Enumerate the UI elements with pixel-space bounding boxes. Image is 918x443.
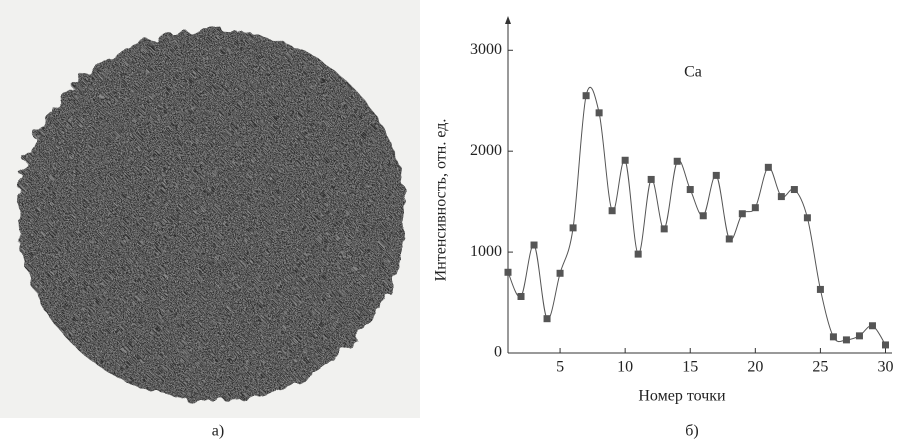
panel-label: а) [212,423,224,440]
point [634,250,642,258]
y-tick-label: 1000 [470,243,502,260]
point [582,92,590,100]
point [764,163,772,171]
point [738,210,746,218]
point [504,268,512,276]
y-tick-label: 2000 [470,142,502,159]
point [751,204,759,212]
x-tick-label: 5 [556,359,564,376]
point [842,336,850,344]
point [608,207,616,215]
x-axis-label: Номер точки [638,388,726,405]
point [686,186,694,194]
point [595,109,603,117]
x-tick-label: 20 [747,359,763,376]
point [569,224,577,232]
point [829,333,837,341]
point [855,332,863,340]
x-tick-label: 10 [617,359,633,376]
point [647,175,655,183]
point [725,235,733,243]
axis-arrow [505,16,511,24]
x-tick-label: 15 [682,359,698,376]
point [530,241,538,249]
point [816,285,824,293]
point [790,186,798,194]
point [517,292,525,300]
photo-sample [18,29,406,401]
point [621,156,629,164]
point [881,341,889,349]
point [712,171,720,179]
y-axis-label: Интенсивность, отн. ед. [433,119,450,282]
point [777,193,785,201]
y-tick-label: 3000 [470,41,502,58]
point [543,315,551,323]
point [868,322,876,330]
annotation: Ca [684,64,702,81]
point [556,269,564,277]
x-tick-label: 30 [877,359,893,376]
point [699,212,707,220]
x-tick-label: 25 [812,359,828,376]
point [673,157,681,165]
point [803,214,811,222]
y-tick-label: 0 [494,344,502,361]
series-line [507,87,886,346]
point [660,225,668,233]
panel-label: б) [685,423,698,440]
